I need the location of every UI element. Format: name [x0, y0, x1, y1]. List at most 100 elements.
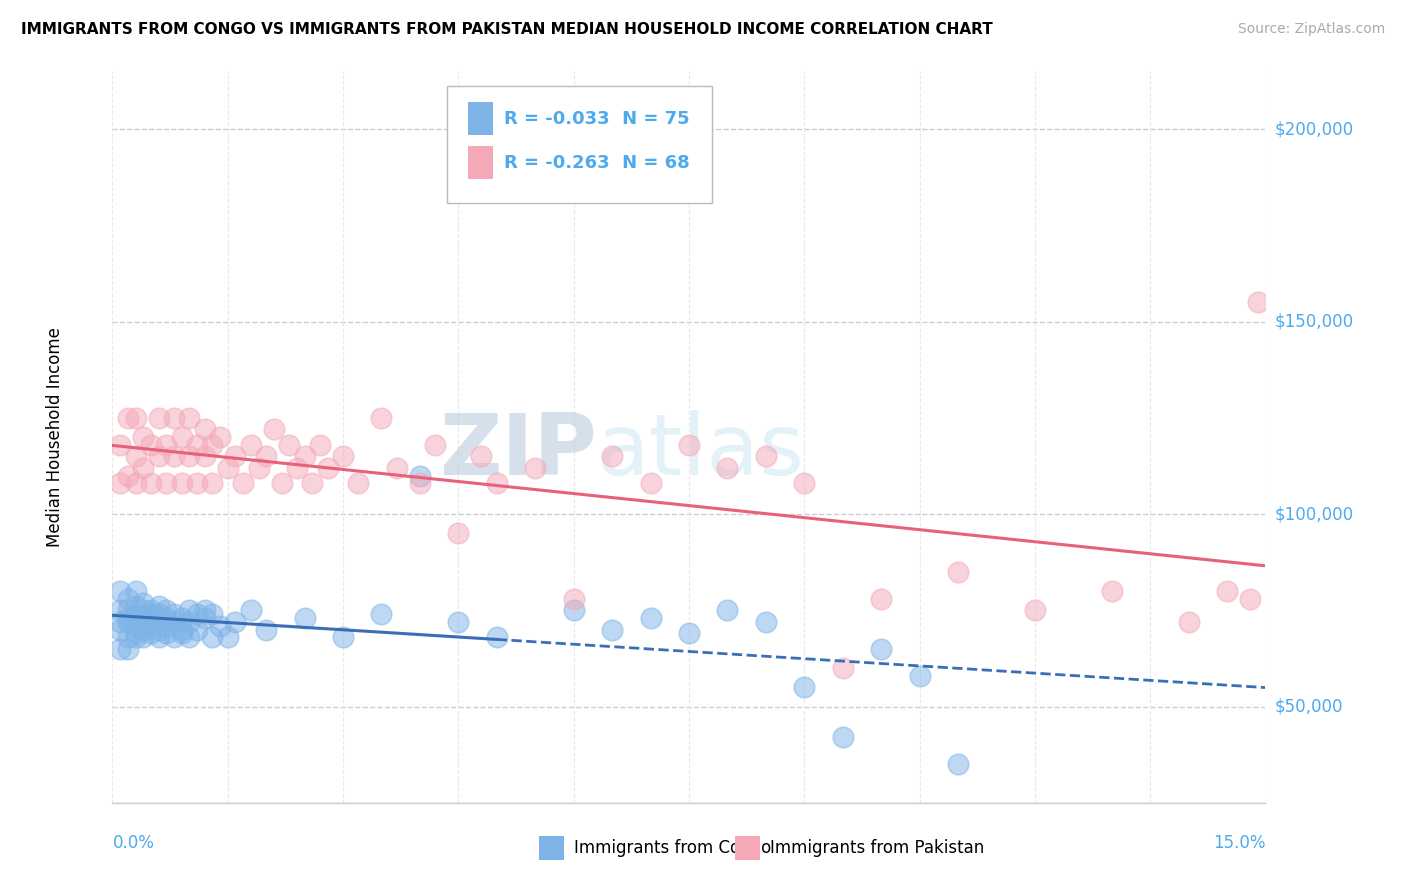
Point: [201, 630, 224, 644]
Point: [117, 468, 139, 483]
Point: [132, 615, 155, 629]
Point: [600, 450, 623, 464]
Point: [285, 461, 308, 475]
Point: [224, 450, 246, 464]
Text: $150,000: $150,000: [1275, 312, 1354, 331]
Point: [301, 476, 323, 491]
Text: R = -0.033  N = 75: R = -0.033 N = 75: [505, 110, 690, 128]
Point: [139, 438, 162, 452]
Point: [1101, 584, 1123, 599]
Point: [640, 611, 662, 625]
Text: Source: ZipAtlas.com: Source: ZipAtlas.com: [1237, 22, 1385, 37]
Point: [108, 641, 131, 656]
Point: [1216, 584, 1239, 599]
Point: [224, 615, 246, 629]
Point: [108, 438, 131, 452]
Point: [201, 607, 224, 622]
Point: [194, 422, 217, 436]
Point: [186, 476, 208, 491]
Point: [148, 630, 170, 644]
Point: [155, 626, 177, 640]
Point: [370, 410, 392, 425]
Point: [254, 450, 277, 464]
Point: [148, 607, 170, 622]
Text: $50,000: $50,000: [1275, 698, 1343, 715]
Point: [217, 630, 239, 644]
Bar: [538, 837, 564, 860]
Point: [179, 450, 201, 464]
Text: $200,000: $200,000: [1275, 120, 1354, 138]
Point: [1247, 295, 1270, 310]
Point: [108, 623, 131, 637]
Point: [117, 410, 139, 425]
Point: [186, 438, 208, 452]
Point: [148, 450, 170, 464]
Point: [132, 611, 155, 625]
Point: [217, 461, 239, 475]
Point: [870, 591, 893, 606]
Point: [170, 476, 193, 491]
Point: [163, 630, 186, 644]
Point: [447, 615, 470, 629]
Point: [209, 430, 232, 444]
Point: [793, 476, 815, 491]
Point: [409, 468, 432, 483]
Point: [170, 626, 193, 640]
FancyBboxPatch shape: [447, 86, 711, 203]
Point: [409, 476, 432, 491]
Point: [194, 603, 217, 617]
Point: [194, 450, 217, 464]
Point: [247, 461, 270, 475]
Point: [148, 410, 170, 425]
Point: [332, 630, 354, 644]
Point: [139, 626, 162, 640]
Point: [332, 450, 354, 464]
Point: [124, 410, 146, 425]
Point: [148, 599, 170, 614]
Point: [124, 450, 146, 464]
Point: [139, 603, 162, 617]
Point: [239, 438, 262, 452]
Point: [179, 603, 201, 617]
Point: [347, 476, 370, 491]
Point: [170, 430, 193, 444]
Point: [309, 438, 332, 452]
Point: [270, 476, 292, 491]
Point: [124, 618, 146, 632]
Point: [370, 607, 392, 622]
Point: [678, 626, 700, 640]
Point: [755, 450, 778, 464]
Point: [124, 626, 146, 640]
Point: [132, 430, 155, 444]
Point: [124, 599, 146, 614]
Point: [124, 630, 146, 644]
Bar: [468, 146, 494, 179]
Point: [562, 591, 585, 606]
Point: [117, 611, 139, 625]
Point: [209, 618, 232, 632]
Point: [108, 476, 131, 491]
Text: 15.0%: 15.0%: [1213, 834, 1265, 852]
Text: 0.0%: 0.0%: [112, 834, 155, 852]
Text: Median Household Income: Median Household Income: [46, 327, 63, 547]
Point: [946, 757, 969, 772]
Point: [263, 422, 285, 436]
Point: [108, 584, 131, 599]
Point: [239, 603, 262, 617]
Point: [600, 623, 623, 637]
Point: [908, 669, 931, 683]
Text: Immigrants from Pakistan: Immigrants from Pakistan: [769, 839, 984, 857]
Point: [179, 630, 201, 644]
Point: [470, 450, 492, 464]
Point: [524, 461, 547, 475]
Point: [170, 623, 193, 637]
Point: [132, 461, 155, 475]
Point: [716, 603, 738, 617]
Point: [117, 603, 139, 617]
Point: [139, 476, 162, 491]
Point: [294, 450, 316, 464]
Point: [132, 630, 155, 644]
Point: [155, 611, 177, 625]
Point: [179, 615, 201, 629]
Point: [155, 618, 177, 632]
